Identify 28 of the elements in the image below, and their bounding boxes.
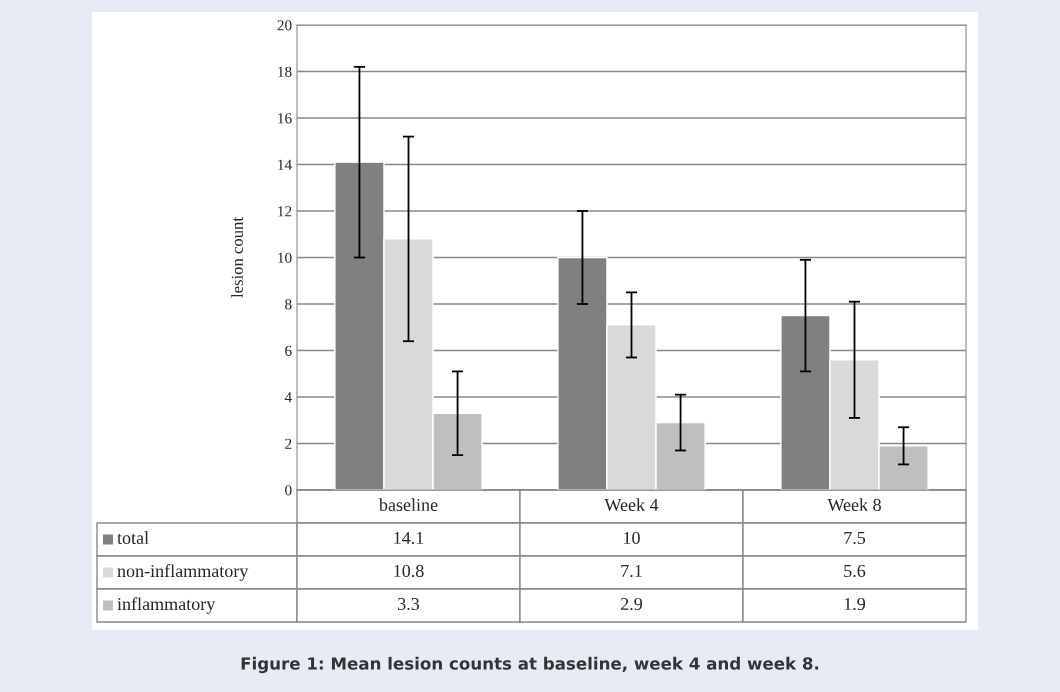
y-tick-label: 18 [278, 66, 292, 77]
data-label: 2.9 [621, 597, 643, 611]
legend-label: non-inflammatory [117, 564, 249, 581]
data-label: 14.1 [394, 531, 424, 545]
legend-label: total [117, 531, 149, 545]
x-tick-label: Week 8 [827, 498, 881, 512]
y-axis-title: lesion count [231, 217, 243, 298]
y-tick-label: 12 [278, 206, 292, 217]
legend-label: inflammatory [117, 597, 216, 614]
y-tick-label: 8 [285, 299, 292, 310]
y-tick-label: 20 [277, 20, 292, 31]
x-tick-label: baseline [378, 498, 438, 512]
y-tick-label: 16 [278, 113, 292, 124]
data-label: 10 [624, 531, 640, 545]
caption: Figure 1: Mean lesion counts at baseline, week 4 and week 8. [241, 656, 819, 674]
data-label: 7.1 [621, 564, 642, 578]
y-tick-label: 2 [285, 438, 292, 449]
data-label: 7.5 [844, 532, 866, 545]
y-tick-label: 0 [285, 485, 292, 496]
x-tick-label: Week 4 [604, 498, 659, 512]
y-tick-label: 14 [278, 159, 292, 170]
data-label: 5.6 [844, 564, 866, 578]
y-tick-label: 4 [284, 392, 292, 403]
data-label: 3.3 [398, 597, 420, 611]
data-label: 1.9 [844, 597, 866, 611]
y-tick-label: 6 [285, 345, 292, 356]
y-tick-label: 10 [278, 252, 292, 263]
data-label: 10.8 [394, 564, 424, 578]
